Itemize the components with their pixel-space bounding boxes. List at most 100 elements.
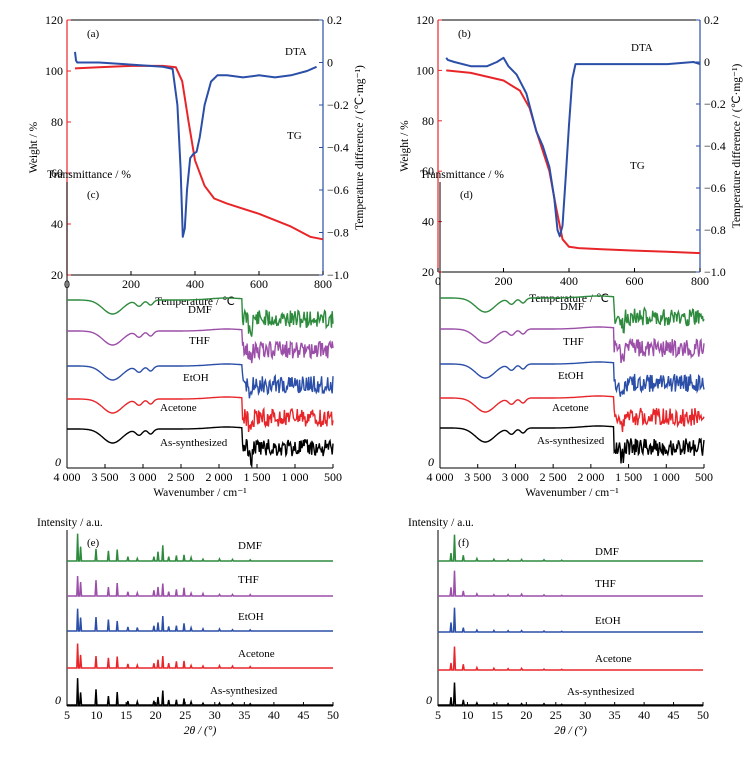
y-axis-title: Transmittance / % <box>420 169 504 181</box>
panel-d: 4 000 3 500 3 000 2 500 2 000 1 500 1 000 500 0 (… <box>420 169 713 499</box>
xrd-series-acetone-line <box>438 646 703 671</box>
x-tick-label: 10 <box>91 708 103 722</box>
xrd-series-as-synthesized-label: As-synthesized <box>210 685 278 697</box>
y2-tick-label: −1.0 <box>704 265 726 279</box>
x-tick-label: 600 <box>626 274 644 288</box>
x-tick-label: 45 <box>668 708 680 722</box>
panel-label: (f) <box>458 537 469 549</box>
ir-series-thf-line <box>440 326 705 364</box>
y2-tick-label: −0.2 <box>327 98 349 112</box>
xrd-series-as-synthesized-line <box>67 678 333 706</box>
y2-tick-label: −0.4 <box>704 139 726 153</box>
x-axis-title: Wavenumber / cm⁻¹ <box>153 487 247 499</box>
ir-series-as-synthesized-line <box>440 425 705 464</box>
panel-label: (d) <box>460 189 473 201</box>
panel-label: (e) <box>87 537 100 549</box>
y-tick-label: 20 <box>422 265 434 279</box>
xrd-series-etoh-line <box>67 608 333 632</box>
ir-series-dmf-label: DMF <box>188 304 212 316</box>
xrd-series-thf-label: THF <box>238 574 259 586</box>
x-tick-label: 600 <box>250 277 268 291</box>
panel-a: 0200400600800204060801001200.20−0.2−0.4−… <box>28 13 366 308</box>
ir-series-dmf-line <box>440 295 705 334</box>
ir-series-thf-label: THF <box>189 335 210 347</box>
series-tg-line <box>74 64 324 241</box>
ir-series-etoh-line <box>67 363 334 399</box>
tg-label: TG <box>630 160 645 172</box>
x-tick-label: 200 <box>122 277 140 291</box>
dta-label: DTA <box>631 42 653 54</box>
x-tick-label: 3 000 <box>502 470 529 484</box>
ir-series-as-synthesized-label: As-synthesized <box>160 437 228 449</box>
x-tick-label: 40 <box>638 708 650 722</box>
xrd-series-dmf-line <box>438 534 703 562</box>
ir-series-acetone-line <box>440 395 705 433</box>
y2-tick-label: −0.8 <box>704 223 726 237</box>
x-tick-label: 1 500 <box>244 470 271 484</box>
y2-tick-label: −0.6 <box>327 183 349 197</box>
x-tick-label: 50 <box>327 708 339 722</box>
xrd-series-as-synthesized-line <box>438 682 703 706</box>
panel-b: 0 200 400 600 800 20 40 60 80 100 120 0.2 0 −0.2 −0.4 −… <box>399 13 743 305</box>
y-tick-label: 40 <box>422 215 434 229</box>
tg-label: TG <box>287 130 302 142</box>
y-tick-label: 100 <box>416 63 434 77</box>
y-axis-title: Weight / % <box>399 120 411 172</box>
ir-series-as-synthesized-label: As-synthesized <box>537 435 605 447</box>
y-tick-label: 120 <box>45 13 63 27</box>
x-tick-label: 800 <box>314 277 332 291</box>
x-tick-label: 0 <box>435 274 441 288</box>
x-tick-label: 40 <box>268 708 280 722</box>
origin-label: 0 <box>55 455 61 469</box>
x-tick-label: 800 <box>691 274 709 288</box>
x-tick-label: 15 <box>120 708 132 722</box>
y-tick-label: 100 <box>45 64 63 78</box>
series-dta-line <box>74 51 318 238</box>
y2-axis-title: Temperature difference / (℃·mg⁻¹) <box>731 63 743 228</box>
ir-series-etoh-line <box>440 361 705 397</box>
panel-label: (c) <box>87 189 100 201</box>
xrd-series-etoh-line <box>438 607 703 633</box>
x-tick-label: 400 <box>560 274 578 288</box>
ir-series-dmf-line <box>67 297 334 337</box>
y-tick-label: 60 <box>422 164 434 178</box>
origin-label: 0 <box>428 455 434 469</box>
xrd-series-etoh-label: EtOH <box>238 611 264 623</box>
x-tick-label: 2 000 <box>577 470 604 484</box>
ir-series-thf-line <box>67 328 334 364</box>
x-tick-label: 1 500 <box>615 470 642 484</box>
xrd-series-thf-line <box>438 570 703 597</box>
x-tick-label: 30 <box>579 708 591 722</box>
y-tick-label: 40 <box>51 217 63 231</box>
y-axis-title: Weight / % <box>28 121 40 173</box>
series-dta-line <box>445 56 701 238</box>
x-tick-label: 500 <box>324 470 342 484</box>
panel-label: (a) <box>87 28 100 40</box>
x-tick-label: 1 000 <box>653 470 680 484</box>
ir-series-thf-label: THF <box>563 336 584 348</box>
y2-tick-label: −0.8 <box>327 226 349 240</box>
x-tick-label: 4 000 <box>427 470 454 484</box>
x-tick-label: 20 <box>150 708 162 722</box>
x-tick-label: 3 500 <box>464 470 491 484</box>
ir-series-acetone-label: Acetone <box>160 402 197 414</box>
panel-e: 5 10 15 20 25 30 35 40 45 50 0 (e) Intensity / a.u. 2… <box>37 517 339 737</box>
ir-series-dmf-label: DMF <box>560 301 584 313</box>
xrd-series-thf-label: THF <box>595 578 616 590</box>
y2-tick-label: −0.6 <box>704 181 726 195</box>
x-tick-label: 4 000 <box>54 470 81 484</box>
y-tick-label: 60 <box>51 166 63 180</box>
x-tick-label: 200 <box>495 274 513 288</box>
y-axis-title: Intensity / a.u. <box>408 517 474 529</box>
xrd-series-thf-line <box>67 575 333 597</box>
x-tick-label: 2 500 <box>540 470 567 484</box>
x-tick-label: 10 <box>461 708 473 722</box>
y2-tick-label: 0.2 <box>327 13 342 27</box>
xrd-series-dmf-label: DMF <box>595 546 619 558</box>
x-tick-label: 25 <box>179 708 191 722</box>
y2-tick-label: 0 <box>704 55 710 69</box>
x-tick-label: 400 <box>186 277 204 291</box>
y2-tick-label: −1.0 <box>327 268 349 282</box>
y-tick-label: 80 <box>422 114 434 128</box>
